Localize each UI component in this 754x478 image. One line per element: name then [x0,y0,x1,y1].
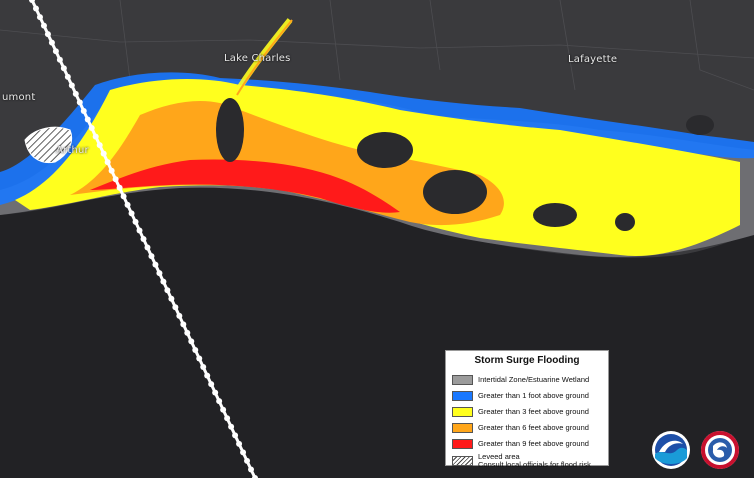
storm-track-point [104,159,111,166]
storm-track-point [100,150,107,157]
storm-track-point [180,321,187,328]
legend-levee-line1: Leveed area [478,452,520,461]
storm-track-point [224,415,231,422]
storm-track-point [132,218,139,225]
storm-track-point [204,372,211,379]
storm-track-point [248,466,255,473]
legend-swatch-levee [452,456,473,466]
legend-swatch-1ft [452,390,473,401]
storm-track-point [116,184,123,191]
map-legend: Storm Surge Flooding Intertidal Zone/Est… [445,350,609,469]
legend-item-3ft: Greater than 3 feet above ground [452,404,602,419]
storm-track-point [92,133,99,140]
legend-label: Greater than 6 feet above ground [478,422,589,432]
storm-track-point [80,107,87,114]
legend-title: Storm Surge Flooding [474,355,580,366]
storm-track-point [236,440,243,447]
storm-track-point [52,48,59,55]
city-label-lafayette: Lafayette [568,54,618,65]
legend-item-wetland: Intertidal Zone/Estuarine Wetland [452,372,602,387]
storm-track-point [160,278,167,285]
legend-label: Greater than 3 feet above ground [478,406,589,416]
legend-item-9ft: Greater than 9 feet above ground [452,436,602,451]
storm-track-point [112,176,119,183]
noaa-logo-icon [652,431,690,469]
storm-track-point [220,406,227,413]
storm-track-point [124,201,131,208]
storm-track-point [32,5,39,12]
storm-track-point [188,338,195,345]
storm-track-point [76,99,83,106]
storm-track-point [164,287,171,294]
roads [0,0,754,91]
storm-track-point [68,82,75,89]
storm-track-point [144,244,151,251]
storm-track-point [196,355,203,362]
storm-track-point [44,31,51,38]
storm-track-point [252,475,258,478]
storm-track [29,0,258,478]
surge-9ft [90,159,400,213]
city-label-lake-charles: Lake Charles [224,53,291,64]
legend-swatch-9ft [452,438,473,449]
storm-track-point [56,56,63,63]
legend-swatch-wetland [452,374,473,385]
city-label-port-arthur: Arthur [56,145,89,156]
storm-track-point [244,457,251,464]
storm-track-point [216,398,223,405]
leveed-area [24,126,73,164]
storm-track-point [148,253,155,260]
storm-track-point [96,142,103,149]
legend-levee-text: Leveed area Consult local officials for … [478,453,591,469]
lakes [216,98,714,231]
storm-track-point [40,22,47,29]
storm-track-point [29,0,35,3]
storm-track-point [212,389,219,396]
storm-track-point [72,90,79,97]
storm-track-point [88,125,95,132]
storm-track-point [140,236,147,242]
storm-track-point [156,270,163,277]
storm-track-point [60,65,67,72]
storm-track-point [108,167,115,174]
storm-track-point [232,432,239,439]
storm-track-point [208,381,215,388]
storm-track-point [200,364,207,371]
legend-item-6ft: Greater than 6 feet above ground [452,420,602,435]
surge-6ft [70,100,504,226]
storm-track-point [168,295,175,302]
storm-track-point [192,346,199,353]
storm-track-point [184,329,191,336]
storm-track-point [172,304,179,311]
storm-track-point [120,193,127,200]
legend-swatch-3ft [452,406,473,417]
legend-item-1ft: Greater than 1 foot above ground [452,388,602,403]
storm-track-point [36,14,43,21]
storm-track-point [176,312,183,319]
storm-track-point [64,73,71,80]
legend-levee-line2: Consult local officials for flood risk [478,460,591,469]
storm-track-point [152,261,159,268]
storm-track-point [228,423,235,430]
legend-label: Greater than 9 feet above ground [478,438,589,448]
legend-label: Intertidal Zone/Estuarine Wetland [478,374,590,384]
legend-label: Greater than 1 foot above ground [478,390,589,400]
legend-swatch-6ft [452,422,473,433]
nws-logo-icon [701,431,739,469]
legend-item-levee: Leveed area Consult local officials for … [452,452,602,470]
storm-track-point [48,39,55,46]
city-label-beaumont: umont [2,92,36,103]
river-channel [232,18,293,97]
storm-track-point [240,449,247,456]
storm-track-point [128,210,135,217]
storm-track-point [136,227,143,234]
storm-track-point [84,116,91,123]
